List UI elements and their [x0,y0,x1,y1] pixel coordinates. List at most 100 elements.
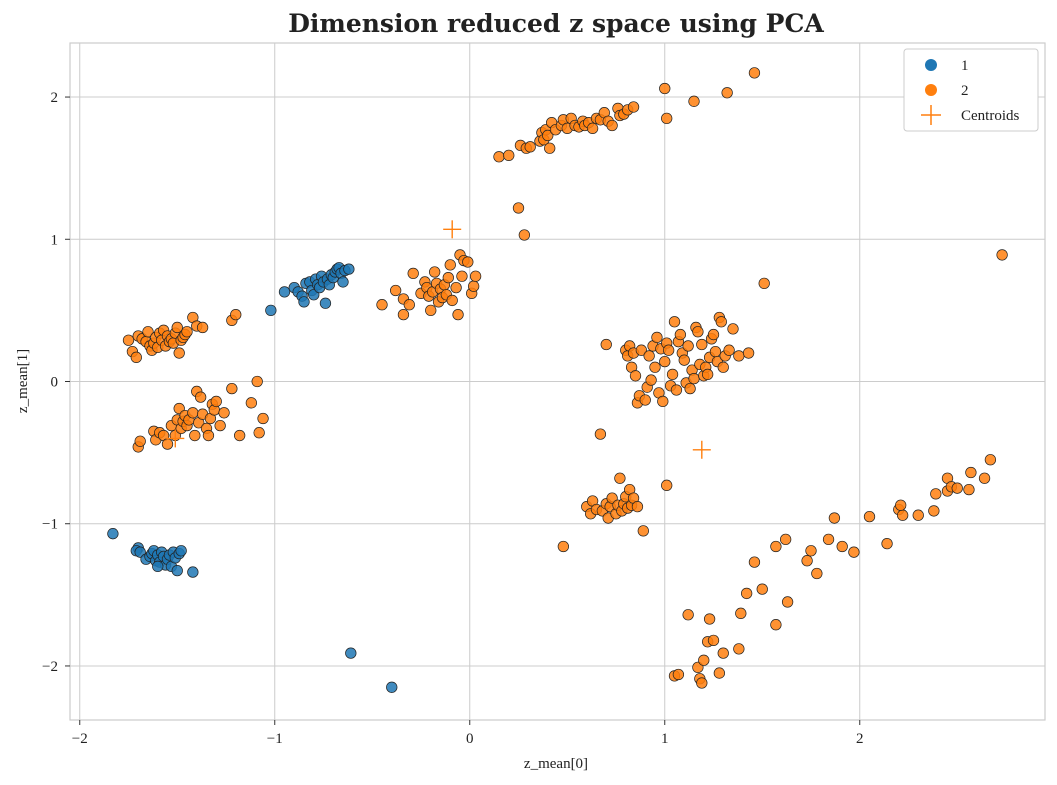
data-point-cluster-2 [218,407,230,419]
data-point-cluster-2 [682,609,694,621]
data-point-cluster-2 [637,525,649,537]
y-tick-label: 1 [51,232,59,248]
data-point-cluster-2 [912,509,924,521]
data-point-cluster-2 [493,151,505,163]
data-point-cluster-2 [627,101,640,113]
y-tick-label: 0 [51,375,59,391]
data-point-cluster-1 [298,296,310,308]
legend-label-2: 2 [961,83,969,99]
data-point-cluster-2 [253,427,265,439]
data-point-cluster-2 [403,299,415,311]
data-point-cluster-1 [171,565,183,577]
data-point-cluster-2 [707,328,720,341]
data-point-cluster-2 [161,438,174,450]
data-point-cluster-2 [245,397,258,409]
data-point-cluster-2 [780,533,792,546]
data-point-cluster-2 [741,587,753,600]
data-point-cluster-2 [524,141,536,153]
data-point-cluster-1 [152,560,164,573]
data-point-cluster-2 [721,87,733,99]
data-point-cluster-2 [756,583,768,595]
data-point-cluster-2 [707,634,720,647]
data-point-cluster-2 [226,382,238,395]
data-point-cluster-2 [651,331,663,344]
data-point-cluster-2 [717,647,729,659]
data-point-cluster-2 [742,347,755,359]
data-point-cluster-2 [748,556,761,568]
data-point-cluster-2 [130,351,142,363]
y-tick-label: −1 [42,517,58,533]
data-point-cluster-2 [698,654,710,666]
data-point-cluster-2 [189,429,201,442]
data-point-cluster-2 [692,326,704,338]
data-point-cluster-2 [805,545,817,557]
data-point-cluster-1 [265,304,277,317]
data-point-cluster-2 [233,429,246,442]
data-point-cluster-2 [682,340,694,352]
data-point-cluster-2 [709,345,722,358]
data-point-cluster-2 [542,129,554,142]
data-point-cluster-2 [928,505,940,517]
x-tick-label: −1 [267,731,283,747]
grid [70,43,1045,720]
chart-title: Dimension reduced z space using PCA [288,9,824,38]
data-point-cluster-2 [663,344,675,356]
data-point-cluster-2 [713,667,725,679]
data-point-cluster-2 [446,294,458,307]
data-point-cluster-2 [881,537,893,550]
data-point-cluster-2 [649,361,661,373]
centroid-markers [166,220,711,459]
data-point-cluster-2 [688,373,700,385]
data-point-cluster-1 [386,681,398,693]
data-point-cluster-2 [897,509,909,521]
data-point-cluster-2 [173,347,185,359]
data-point-cluster-2 [631,501,644,513]
data-point-cluster-1 [175,545,187,557]
data-point-cluster-1 [187,566,199,578]
data-point-cluster-2 [684,382,696,395]
data-point-cluster-2 [811,567,823,580]
data-point-cluster-2 [727,323,739,335]
data-points [107,67,1008,693]
data-point-cluster-2 [963,483,975,496]
data-point-cluster-2 [678,354,690,366]
data-point-cluster-2 [444,259,456,271]
x-tick-label: 2 [856,731,864,747]
data-point-cluster-2 [661,112,673,125]
y-axis-label: z_mean[1] [15,349,31,413]
data-point-cluster-2 [672,668,685,681]
data-point-cluster-2 [512,202,525,214]
data-point-cluster-2 [187,407,199,419]
data-point-cluster-1 [343,263,355,275]
data-point-cluster-2 [462,256,474,268]
data-point-cluster-2 [863,510,876,523]
data-point-cluster-2 [230,309,242,321]
data-point-cluster-2 [659,355,671,368]
data-point-cluster-2 [452,309,464,321]
data-point-cluster-2 [425,304,437,317]
data-point-cluster-2 [702,368,714,381]
data-point-cluster-2 [723,344,735,356]
data-point-cluster-2 [390,284,402,297]
data-point-cluster-2 [965,466,977,479]
legend-marker-centroids [921,105,941,125]
data-point-cluster-2 [202,429,215,442]
data-point-cluster-2 [984,454,997,466]
data-point-cluster-2 [748,67,761,79]
data-point-cluster-1 [319,297,332,309]
data-point-cluster-2 [715,316,727,328]
data-point-cluster-2 [661,479,673,491]
data-point-cluster-2 [468,280,480,292]
data-point-cluster-1 [278,286,291,298]
data-point-cluster-2 [770,619,782,631]
data-point-cluster-2 [770,540,782,553]
data-point-cluster-2 [469,270,482,282]
legend-marker-1 [925,59,937,71]
x-tick-label: −2 [72,731,88,747]
data-point-cluster-2 [171,321,183,334]
data-point-cluster-2 [978,472,991,484]
data-point-cluster-2 [456,270,468,282]
data-point-cluster-2 [450,281,462,294]
data-point-cluster-2 [735,607,747,619]
